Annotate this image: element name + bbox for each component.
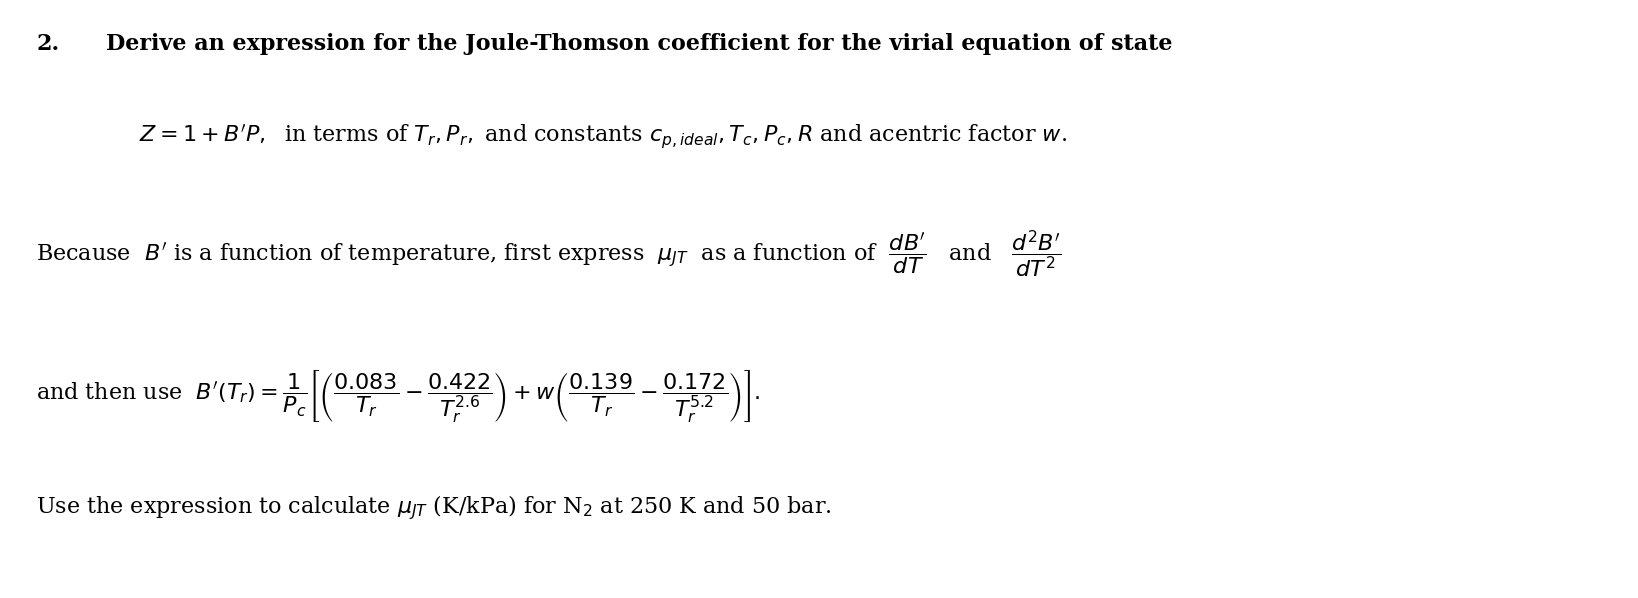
Text: Derive an expression for the Joule-Thomson coefficient for the virial equation o: Derive an expression for the Joule-Thoms…: [106, 33, 1173, 55]
Text: Use the expression to calculate $\mu_{JT}$ (K/kPa) for N$_2$ at 250 K and 50 bar: Use the expression to calculate $\mu_{JT…: [36, 493, 832, 522]
Text: and then use  $B'(T_r) = \dfrac{1}{P_c}\left[\left(\dfrac{0.083}{T_r} - \dfrac{0: and then use $B'(T_r) = \dfrac{1}{P_c}\l…: [36, 368, 760, 424]
Text: $Z = 1 + B'P,$  in terms of $T_r, P_r,$ and constants $c_{p,ideal}, T_c, P_c, R$: $Z = 1 + B'P,$ in terms of $T_r, P_r,$ a…: [139, 123, 1068, 151]
Text: 2.: 2.: [36, 33, 59, 55]
Text: Because  $B'$ is a function of temperature, first express  $\mu_{JT}$  as a func: Because $B'$ is a function of temperatur…: [36, 228, 1061, 280]
